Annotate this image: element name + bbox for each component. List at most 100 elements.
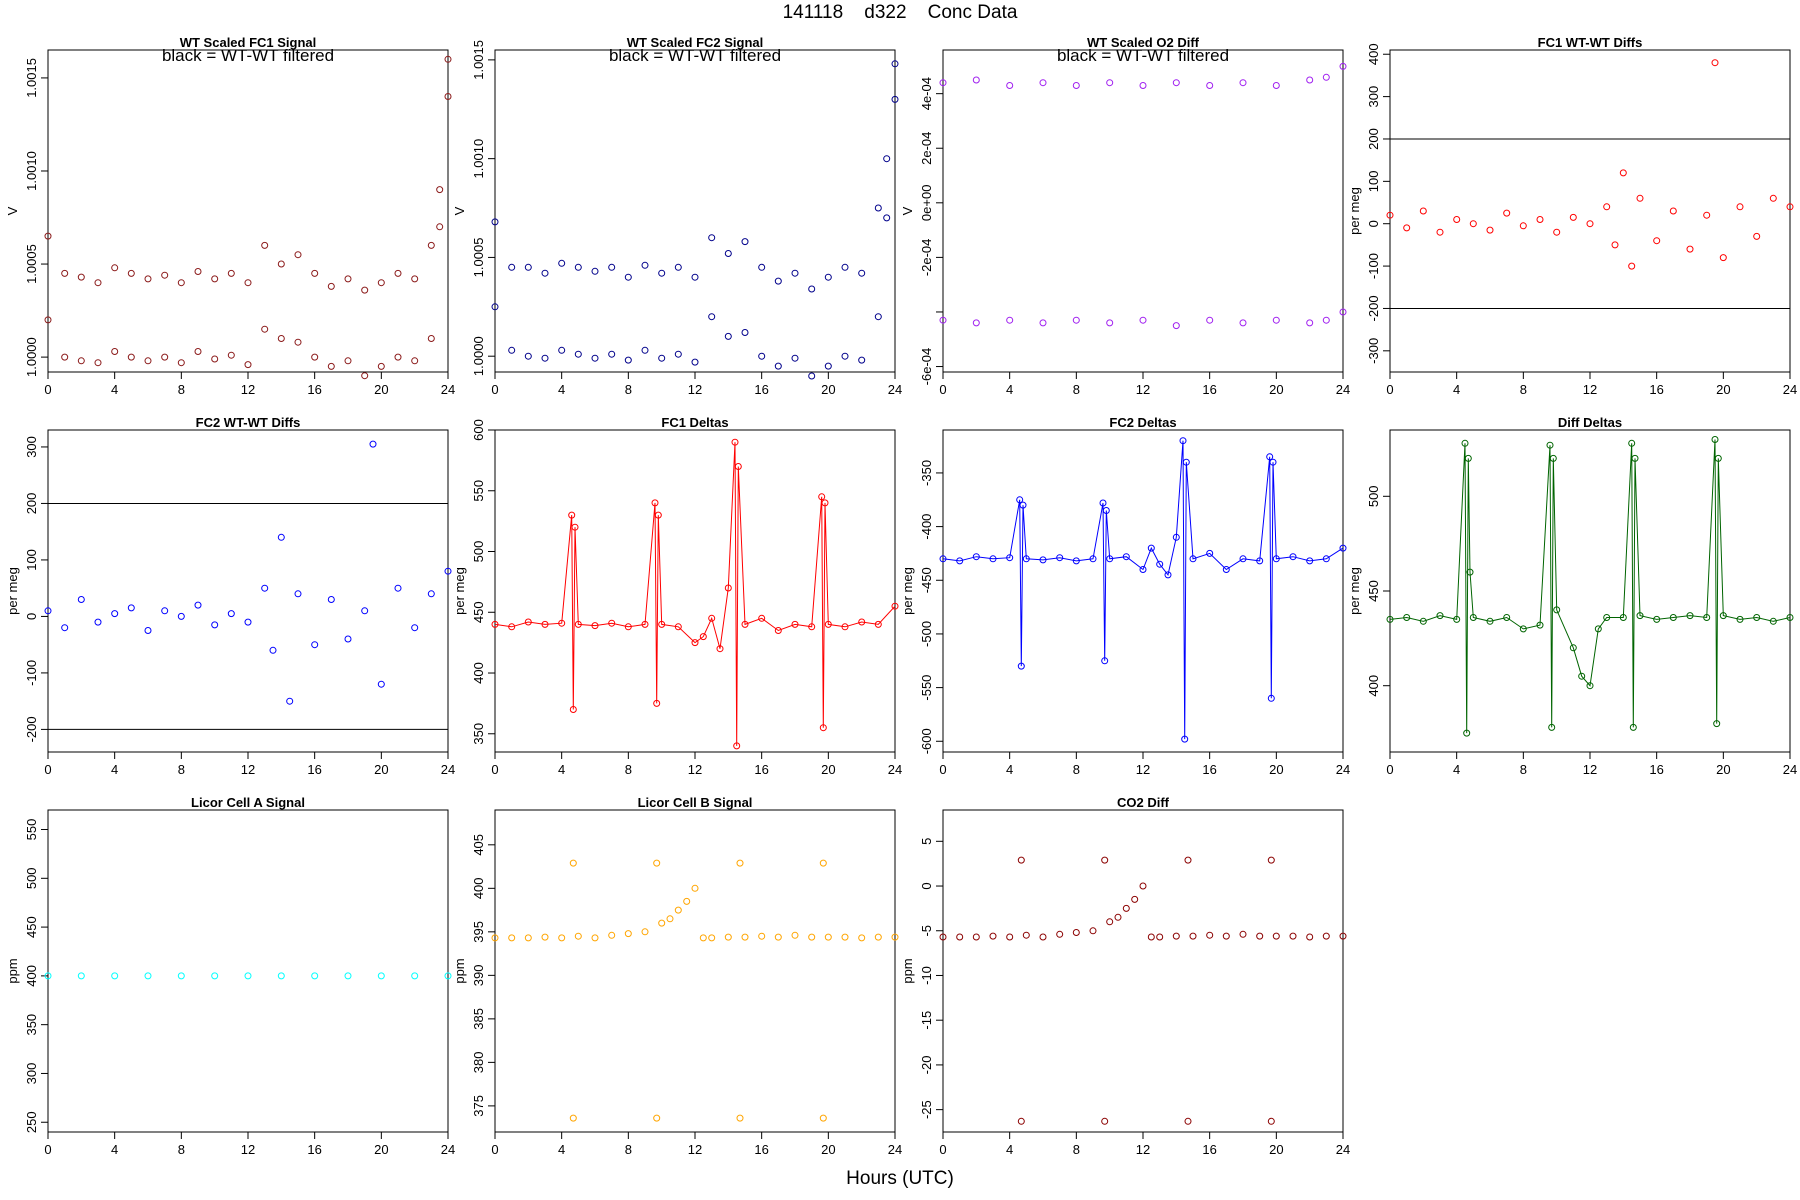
data-point xyxy=(44,232,52,240)
data-point xyxy=(758,614,766,622)
x-tick-label: 24 xyxy=(1336,1142,1350,1157)
data-point xyxy=(444,93,452,100)
data-point xyxy=(1139,882,1147,890)
data-point xyxy=(427,590,435,598)
y-tick-label: -100 xyxy=(1366,253,1381,279)
data-point xyxy=(1719,254,1727,262)
data-point xyxy=(791,269,799,277)
x-tick-label: 16 xyxy=(307,1142,321,1157)
data-point xyxy=(77,596,85,603)
series-1 xyxy=(491,438,899,750)
plot-frame xyxy=(942,429,1344,753)
y-tick-label: 405 xyxy=(471,834,486,856)
data-point xyxy=(294,590,302,598)
data-point xyxy=(1039,79,1047,87)
data-point xyxy=(144,357,152,365)
y-axis-label: ppm xyxy=(900,958,915,983)
series-1 xyxy=(939,437,1347,743)
y-tick-label: -550 xyxy=(919,675,934,701)
data-point xyxy=(883,214,891,222)
y-tick-label: 0 xyxy=(919,882,934,889)
data-point xyxy=(658,620,666,628)
x-tick-label: 16 xyxy=(1649,762,1663,777)
series-2 xyxy=(939,308,1347,330)
y-tick-label: 200 xyxy=(1366,128,1381,150)
data-point xyxy=(1469,614,1477,621)
data-point xyxy=(1267,1117,1275,1125)
data-point xyxy=(541,269,549,277)
data-point xyxy=(344,275,352,283)
data-point xyxy=(1714,454,1722,462)
data-point xyxy=(724,584,732,592)
data-point xyxy=(244,279,252,287)
chart-title: FC1 Deltas xyxy=(661,415,728,430)
x-tick-label: 20 xyxy=(1269,1142,1283,1157)
data-point xyxy=(1106,918,1114,926)
data-point xyxy=(1181,735,1189,743)
data-point xyxy=(491,218,499,226)
data-point xyxy=(891,933,899,941)
data-point xyxy=(874,933,882,941)
x-tick-label: 12 xyxy=(1136,762,1150,777)
data-point xyxy=(708,614,716,622)
data-point xyxy=(61,269,69,277)
data-point xyxy=(394,353,402,361)
x-tick-label: 4 xyxy=(1006,762,1013,777)
data-point xyxy=(824,273,832,281)
data-point xyxy=(508,263,516,271)
x-tick-label: 8 xyxy=(178,762,185,777)
data-point xyxy=(1419,617,1427,625)
data-point xyxy=(741,620,749,628)
data-point xyxy=(44,316,52,324)
chart-title: WT Scaled FC1 Signal xyxy=(180,35,317,50)
chart-panel-7: FC2 Deltas 0 4 8 12 16 20 24 -600 -550 -500 -450 -40… xyxy=(900,415,1350,777)
chart-panel-8: Diff Deltas 0 4 8 12 16 20 24 400 450 500 per meg xyxy=(1347,415,1797,777)
x-tick-label: 24 xyxy=(888,382,902,397)
data-point xyxy=(891,602,899,610)
data-point xyxy=(1322,316,1330,324)
x-tick-label: 4 xyxy=(1006,1142,1013,1157)
x-tick-label: 4 xyxy=(558,382,565,397)
x-tick-label: 16 xyxy=(754,762,768,777)
data-point xyxy=(127,269,135,277)
data-point xyxy=(824,933,832,941)
data-point xyxy=(1072,316,1080,324)
data-point xyxy=(758,352,766,360)
data-point xyxy=(691,639,699,647)
data-point xyxy=(1339,308,1347,316)
data-point xyxy=(541,354,549,362)
data-point xyxy=(758,932,766,940)
x-tick-label: 8 xyxy=(1520,762,1527,777)
x-tick-label: 4 xyxy=(1006,382,1013,397)
data-point xyxy=(1147,544,1155,552)
data-point xyxy=(161,271,169,279)
data-point xyxy=(1269,458,1277,466)
x-tick-label: 4 xyxy=(111,762,118,777)
data-point xyxy=(939,933,947,941)
data-point xyxy=(821,499,829,507)
y-tick-label: 1.0010 xyxy=(24,151,39,191)
chart-panel-5: FC2 WT-WT Diffs 0 4 8 12 16 20 24 -200 -100 0 100 20… xyxy=(5,415,455,777)
data-point xyxy=(1182,458,1190,466)
y-axis-label: ppm xyxy=(5,958,20,983)
chart-panel-4: FC1 WT-WT Diffs 0 4 8 12 16 20 24 -300 -200 -100 0 1… xyxy=(1347,35,1797,397)
data-point xyxy=(61,353,69,361)
data-point xyxy=(1703,211,1711,219)
data-point xyxy=(1206,82,1214,89)
x-tick-label: 16 xyxy=(754,1142,768,1157)
data-point xyxy=(344,972,352,980)
x-tick-label: 16 xyxy=(307,382,321,397)
data-point xyxy=(94,279,102,287)
data-point xyxy=(1549,454,1557,462)
data-point xyxy=(1436,228,1444,236)
data-point xyxy=(608,350,616,358)
y-tick-label: 385 xyxy=(471,1008,486,1030)
x-tick-label: 16 xyxy=(307,762,321,777)
x-tick-label: 8 xyxy=(1520,382,1527,397)
x-tick-label: 0 xyxy=(44,762,51,777)
x-tick-label: 8 xyxy=(625,762,632,777)
data-point xyxy=(591,267,599,275)
data-point xyxy=(111,264,119,272)
data-point xyxy=(1106,79,1114,87)
data-point xyxy=(1206,549,1214,557)
